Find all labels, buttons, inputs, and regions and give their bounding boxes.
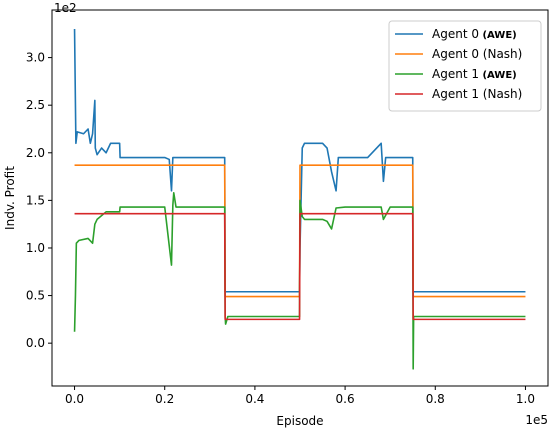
y-tick-label: 1.0 bbox=[26, 241, 45, 255]
y-tick-label: 1.5 bbox=[26, 193, 45, 207]
y-offset-label: 1e2 bbox=[54, 1, 77, 15]
y-axis: 0.0 0.5 1.0 1.5 2.0 2.5 3.0 bbox=[26, 51, 52, 350]
y-tick-label: 2.0 bbox=[26, 146, 45, 160]
x-axis: 0.0 0.2 0.4 0.6 0.8 1.0 bbox=[65, 386, 535, 406]
legend-label-suffix: (AWE) bbox=[479, 30, 517, 41]
y-tick-label: 3.0 bbox=[26, 51, 45, 65]
y-tick-label: 2.5 bbox=[26, 98, 45, 112]
series-layer bbox=[73, 29, 526, 370]
x-tick-label: 0.0 bbox=[65, 392, 84, 406]
x-tick-label: 0.4 bbox=[245, 392, 264, 406]
x-tick-label: 0.8 bbox=[426, 392, 445, 406]
legend-label: Agent 0 (Nash) bbox=[432, 47, 522, 61]
x-tick-label: 0.2 bbox=[155, 392, 174, 406]
series-line-3 bbox=[74, 212, 526, 321]
x-tick-label: 0.6 bbox=[336, 392, 355, 406]
legend-label-suffix: (AWE) bbox=[479, 70, 517, 81]
plot-frame bbox=[51, 9, 549, 387]
x-offset-label: 1e5 bbox=[525, 413, 548, 427]
legend: Agent 0 (AWE) Agent 0 (Nash) Agent 1 (AWE)… bbox=[388, 20, 542, 112]
legend-label: Agent 1 (Nash) bbox=[432, 87, 522, 101]
legend-label: Agent 1 (AWE) bbox=[432, 67, 517, 81]
y-tick-label: 0.5 bbox=[26, 289, 45, 303]
x-tick-label: 1.0 bbox=[516, 392, 535, 406]
legend-label: Agent 0 (AWE) bbox=[432, 27, 517, 41]
y-axis-label: Indv. Profit bbox=[3, 166, 17, 230]
x-axis-label: Episode bbox=[276, 414, 323, 428]
y-tick-label: 0.0 bbox=[26, 336, 45, 350]
legend-box bbox=[388, 20, 542, 112]
